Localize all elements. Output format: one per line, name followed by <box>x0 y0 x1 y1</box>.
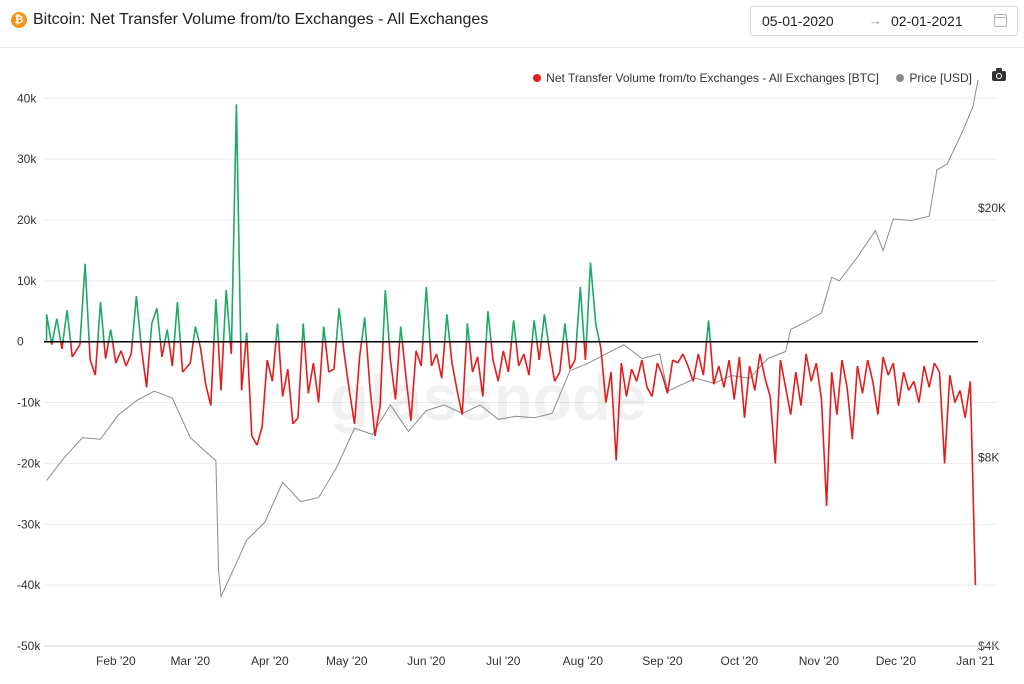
y-tick-label-left: -10k <box>17 396 41 410</box>
y-tick-label-left: 30k <box>17 152 37 166</box>
legend-label: Price [USD] <box>909 71 972 85</box>
legend-item-price[interactable]: Price [USD] <box>896 71 972 85</box>
chart-legend: Net Transfer Volume from/to Exchanges - … <box>519 71 972 85</box>
arrow-right-icon: → <box>869 13 882 28</box>
y-tick-label-left: 40k <box>17 91 37 105</box>
y-tick-label-left: 20k <box>17 213 37 227</box>
x-tick-label: Jan '21 <box>956 654 995 668</box>
x-tick-label: Dec '20 <box>876 654 917 668</box>
end-date-input[interactable]: 02-01-2021 <box>891 13 963 29</box>
header-divider <box>0 47 1024 48</box>
x-tick-label: Mar '20 <box>170 654 210 668</box>
x-tick-label: Oct '20 <box>721 654 759 668</box>
y-tick-label-left: -20k <box>17 456 41 470</box>
chart-header: ₿ Bitcoin: Net Transfer Volume from/to E… <box>0 0 1024 44</box>
legend-dot-red <box>533 74 542 82</box>
watermark: glassnode <box>330 362 647 434</box>
y-tick-label-right: $20K <box>978 201 1006 215</box>
x-tick-label: May '20 <box>326 654 368 668</box>
x-tick-label: Sep '20 <box>642 654 683 668</box>
legend-dot-gray <box>896 74 905 82</box>
x-tick-label: Jun '20 <box>407 654 446 668</box>
start-date-input[interactable]: 05-01-2020 <box>762 13 834 29</box>
bitcoin-icon: ₿ <box>11 12 27 28</box>
x-tick-label: Aug '20 <box>563 654 604 668</box>
y-axis-left: 40k 30k 20k 10k 0 -10k -20k -30k -40k -50k <box>17 91 41 653</box>
y-tick-label-left: 10k <box>17 274 37 288</box>
net-transfer-series-outflow <box>45 104 712 342</box>
x-tick-label: Jul '20 <box>486 654 521 668</box>
x-tick-label: Feb '20 <box>96 654 136 668</box>
x-tick-label: Apr '20 <box>251 654 289 668</box>
price-series-line <box>46 79 979 599</box>
y-tick-label-left: -50k <box>17 639 41 653</box>
date-range-picker[interactable]: 05-01-2020 → 02-01-2021 <box>750 6 1018 36</box>
calendar-icon[interactable] <box>994 14 1007 27</box>
legend-label: Net Transfer Volume from/to Exchanges - … <box>546 71 879 85</box>
x-tick-label: Nov '20 <box>799 654 840 668</box>
camera-icon[interactable] <box>992 68 1006 81</box>
y-tick-label-right: $8K <box>978 450 999 464</box>
y-tick-label-left: 0 <box>17 335 24 349</box>
y-tick-label-left: -30k <box>17 517 41 531</box>
net-transfer-series-inflow <box>50 341 977 586</box>
chart-title: Bitcoin: Net Transfer Volume from/to Exc… <box>33 11 489 28</box>
x-axis: Feb '20 Mar '20 Apr '20 May '20 Jun '20 Jul '… <box>96 654 995 668</box>
y-tick-label-left: -40k <box>17 578 41 592</box>
legend-item-net-transfer[interactable]: Net Transfer Volume from/to Exchanges - … <box>533 71 879 85</box>
